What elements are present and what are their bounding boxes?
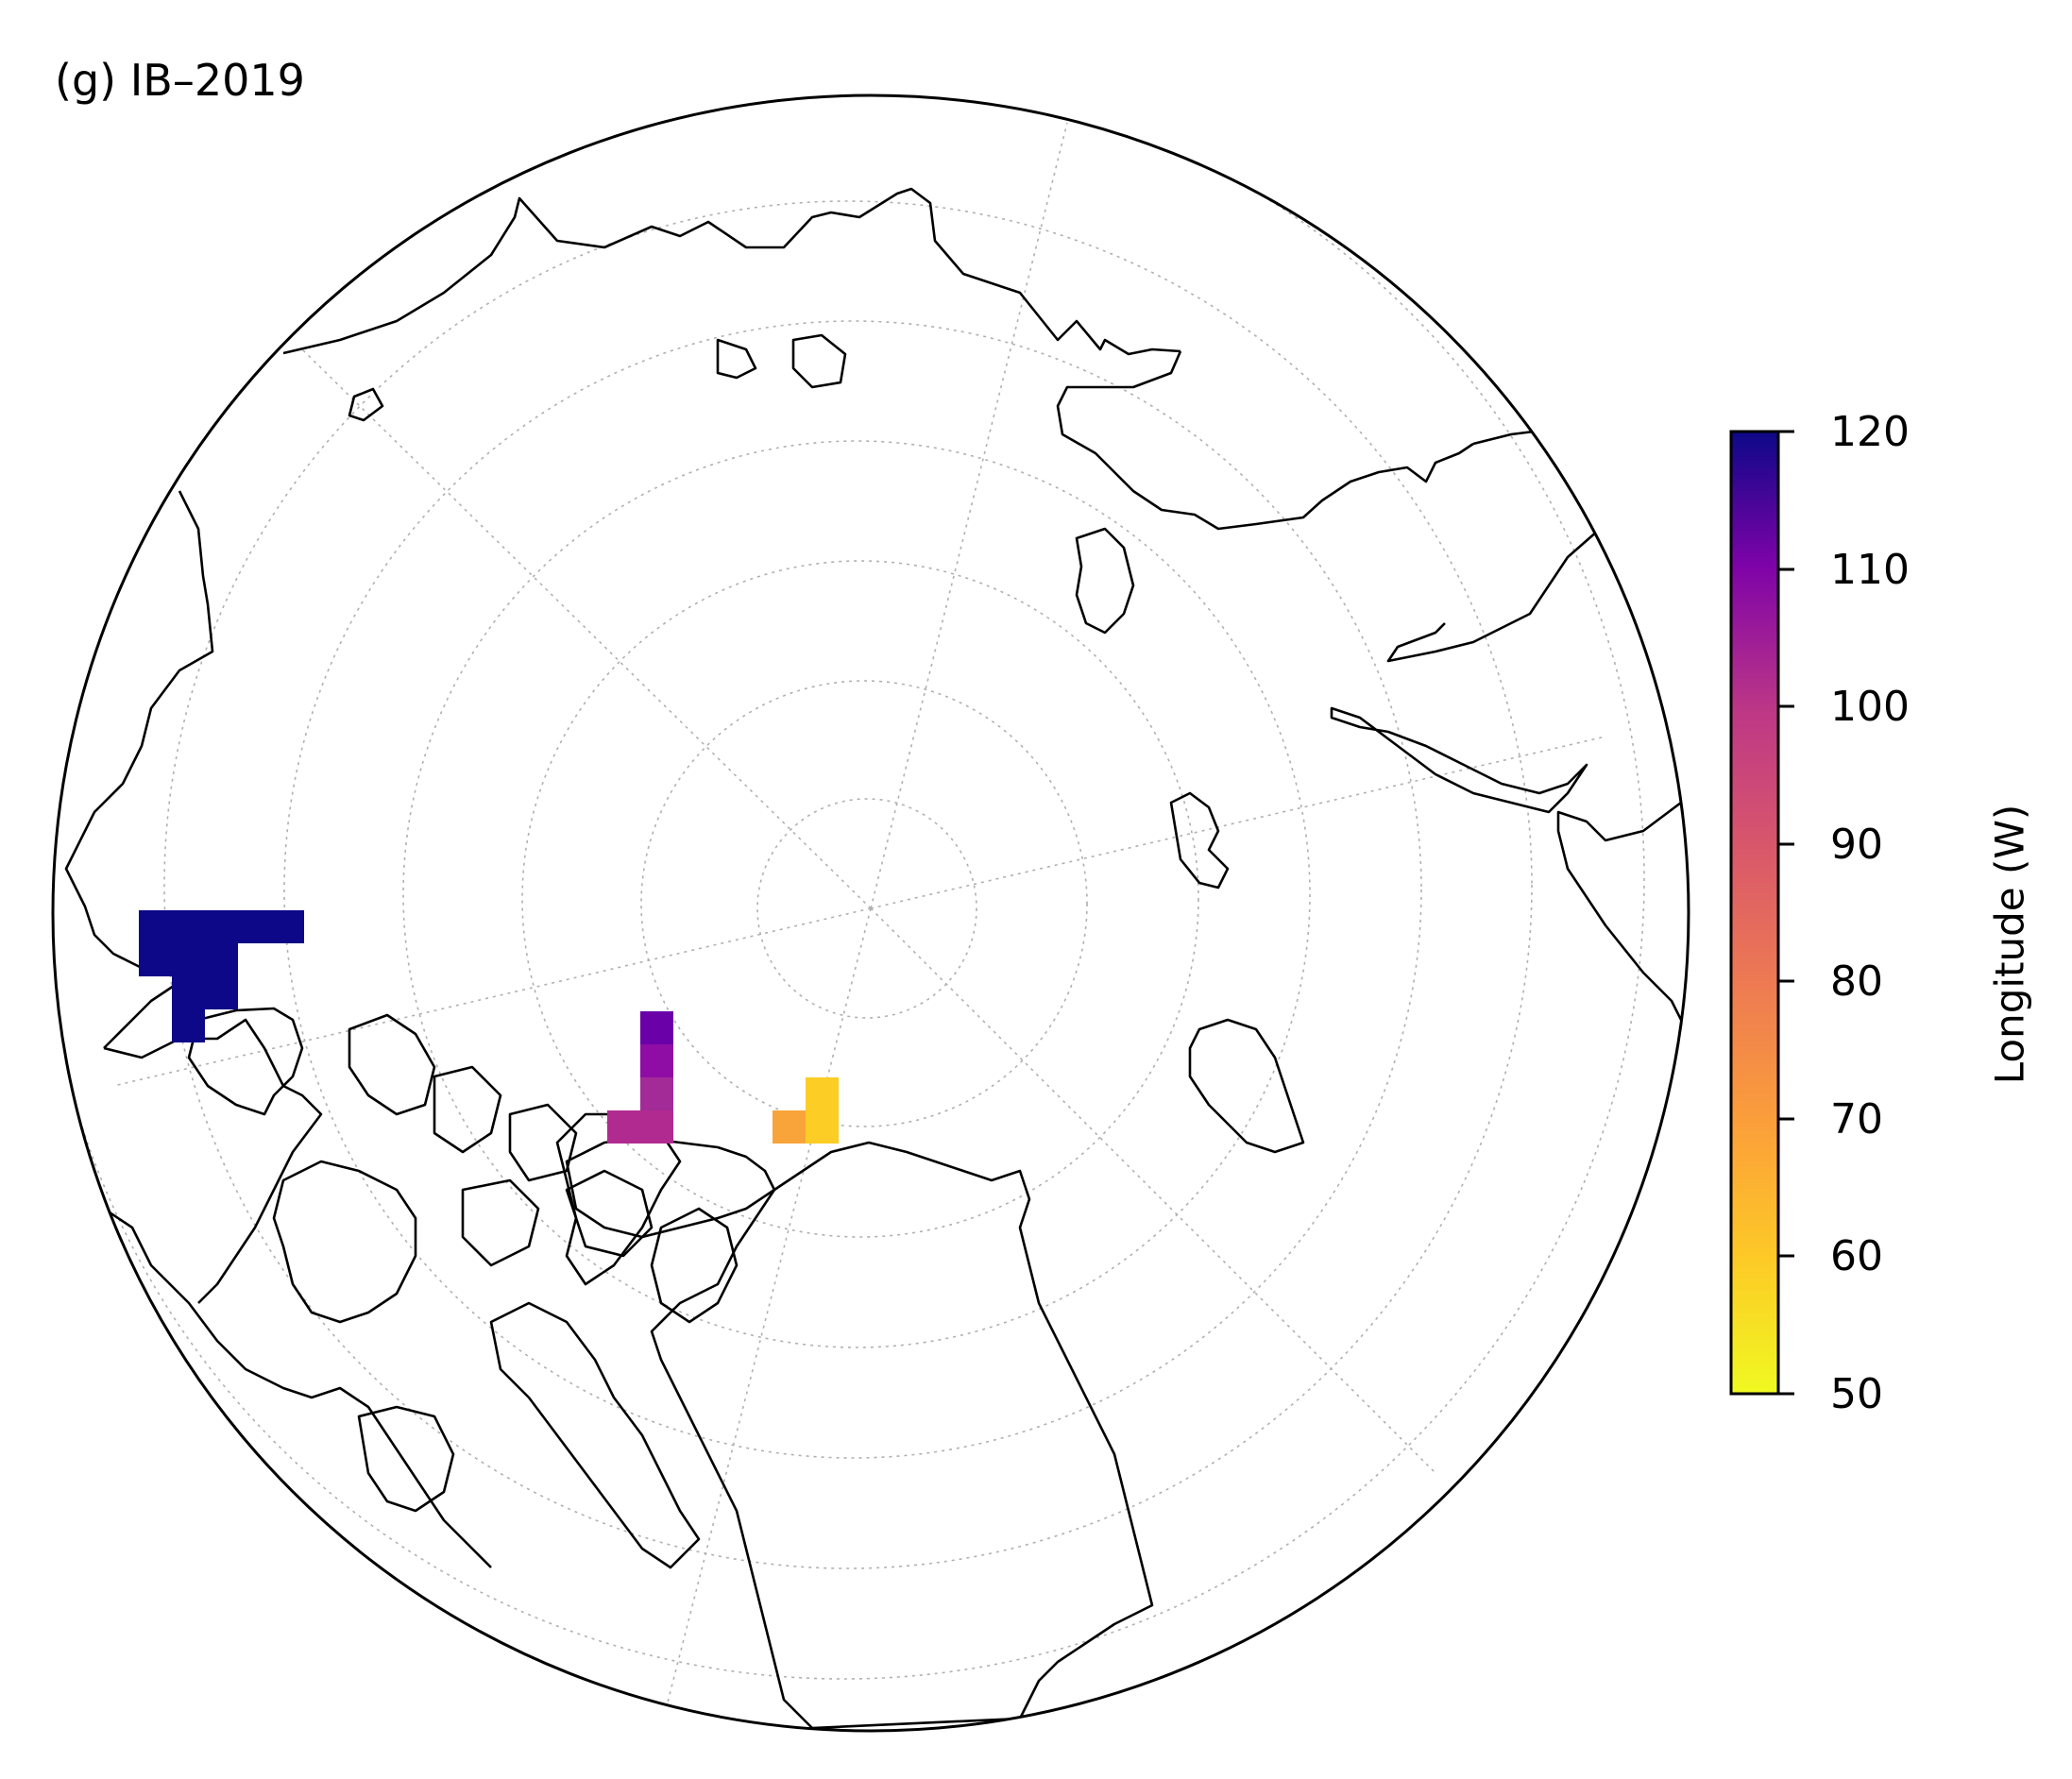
coastline-banks	[187, 1007, 304, 1116]
graticule	[53, 95, 1645, 1729]
colorbar	[1729, 430, 1794, 1396]
colorbar-ticks	[1778, 430, 1794, 1396]
coastline-victoria	[272, 1160, 417, 1324]
coastline-canada-north	[103, 1207, 492, 1568]
data-cell	[172, 1009, 205, 1042]
data-cell	[640, 1044, 673, 1077]
coastline-severnaya	[1075, 527, 1135, 635]
data-cell	[139, 943, 172, 976]
coastline-svalbard	[1188, 1018, 1305, 1154]
colorbar-tick-label: 50	[1830, 1370, 1883, 1418]
coastline-kola	[1386, 470, 1683, 663]
data-cell	[238, 910, 271, 943]
coastline-siberia	[282, 187, 1181, 356]
coastline-taymyr	[1056, 350, 1474, 531]
colorbar-tick-label: 120	[1830, 408, 1910, 456]
coastline-novaya	[1330, 706, 1588, 814]
meridian-line	[660, 907, 872, 1729]
data-cell	[139, 910, 172, 943]
data-cell	[172, 943, 205, 976]
data-cells	[139, 910, 839, 1144]
coastline-hudson	[357, 1405, 455, 1513]
colorbar-gradient	[1729, 430, 1780, 1396]
colorbar-tick-label: 70	[1830, 1095, 1883, 1144]
coastline-russia-east	[1472, 376, 1689, 474]
latitude-ring	[402, 440, 1311, 1348]
coastline-wrangel	[348, 387, 384, 422]
data-cell	[172, 976, 205, 1009]
data-cell	[205, 976, 238, 1009]
data-cell	[640, 1011, 673, 1044]
data-cell	[172, 910, 205, 943]
data-cell	[205, 910, 238, 943]
coastline-mackenzie	[103, 1018, 323, 1304]
latitude-ring	[53, 95, 1645, 1680]
globe-boundary	[51, 93, 1690, 1733]
latitude-ring	[521, 560, 1199, 1238]
meridian-line	[870, 736, 1606, 909]
latitude-ring	[756, 798, 977, 1019]
meridian-line	[870, 122, 1068, 909]
coastline-fjl	[1169, 791, 1230, 890]
data-cell	[640, 1110, 673, 1144]
colorbar-tick-label: 100	[1830, 683, 1910, 731]
meridian-line	[870, 907, 1436, 1474]
data-cell	[205, 943, 238, 976]
data-cell	[640, 1077, 673, 1110]
meridian-line	[112, 907, 872, 1087]
colorbar-label: Longitude (W)	[1986, 804, 2033, 1085]
coastline-scandinavia	[1556, 773, 1689, 1040]
latitude-ring	[640, 680, 1088, 1127]
coastline-greenland	[650, 1141, 1154, 1730]
latitude-ring	[163, 200, 1533, 1569]
colorbar-tick-label: 80	[1830, 957, 1883, 1006]
meridian-line	[301, 348, 872, 909]
coastline-archipelago	[348, 1013, 654, 1267]
data-cell	[607, 1110, 640, 1144]
data-cell	[806, 1110, 839, 1144]
latitude-ring	[283, 320, 1422, 1459]
panel-title: (g) IB–2019	[55, 55, 305, 106]
data-cell	[806, 1077, 839, 1110]
coastline-new-siberian	[716, 333, 847, 389]
colorbar-tick-label: 90	[1830, 821, 1883, 869]
colorbar-tick-label: 110	[1830, 546, 1910, 594]
data-cell	[773, 1110, 806, 1144]
coastlines	[64, 187, 1689, 1730]
coastline-baffin	[489, 1301, 701, 1569]
data-cell	[271, 910, 304, 943]
colorbar-tick-label: 60	[1830, 1232, 1883, 1280]
coastline-alaska	[64, 490, 214, 1049]
